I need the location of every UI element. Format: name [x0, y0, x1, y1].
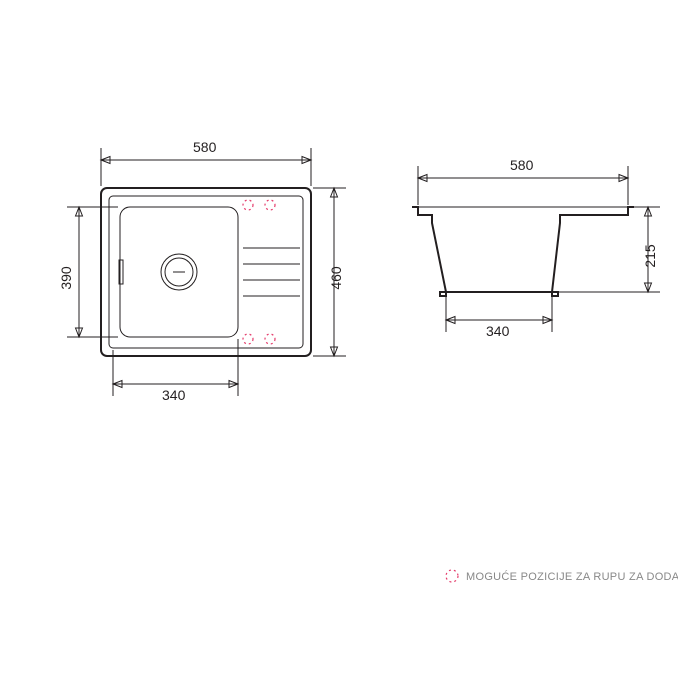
legend-text: MOGUĆE POZICIJE ZA RUPU ZA DODATKE — [466, 570, 678, 583]
drawing-canvas: 580 390 460 340 — [0, 0, 678, 678]
dim-bottom-340: 340 — [113, 339, 238, 403]
dim-top-580: 580 — [101, 139, 311, 186]
knockout-icon — [243, 334, 253, 344]
knockout-icon — [243, 200, 253, 210]
svg-text:340: 340 — [486, 323, 510, 339]
knockout-icon — [446, 570, 458, 582]
knockout-icon — [265, 334, 275, 344]
svg-text:580: 580 — [510, 157, 534, 173]
svg-text:390: 390 — [58, 266, 74, 290]
svg-text:460: 460 — [328, 266, 344, 290]
svg-text:340: 340 — [162, 387, 186, 403]
dim-right-460: 460 — [313, 188, 346, 356]
dim-side-right-215: 215 — [554, 207, 660, 292]
top-view: 580 390 460 340 — [58, 139, 346, 403]
svg-text:215: 215 — [642, 244, 658, 268]
side-view: 580 215 340 — [412, 157, 660, 339]
dim-side-bottom-340: 340 — [446, 294, 552, 339]
knockout-icon — [265, 200, 275, 210]
dim-side-top-580: 580 — [418, 157, 628, 205]
svg-text:580: 580 — [193, 139, 217, 155]
legend: MOGUĆE POZICIJE ZA RUPU ZA DODATKE — [446, 570, 678, 583]
